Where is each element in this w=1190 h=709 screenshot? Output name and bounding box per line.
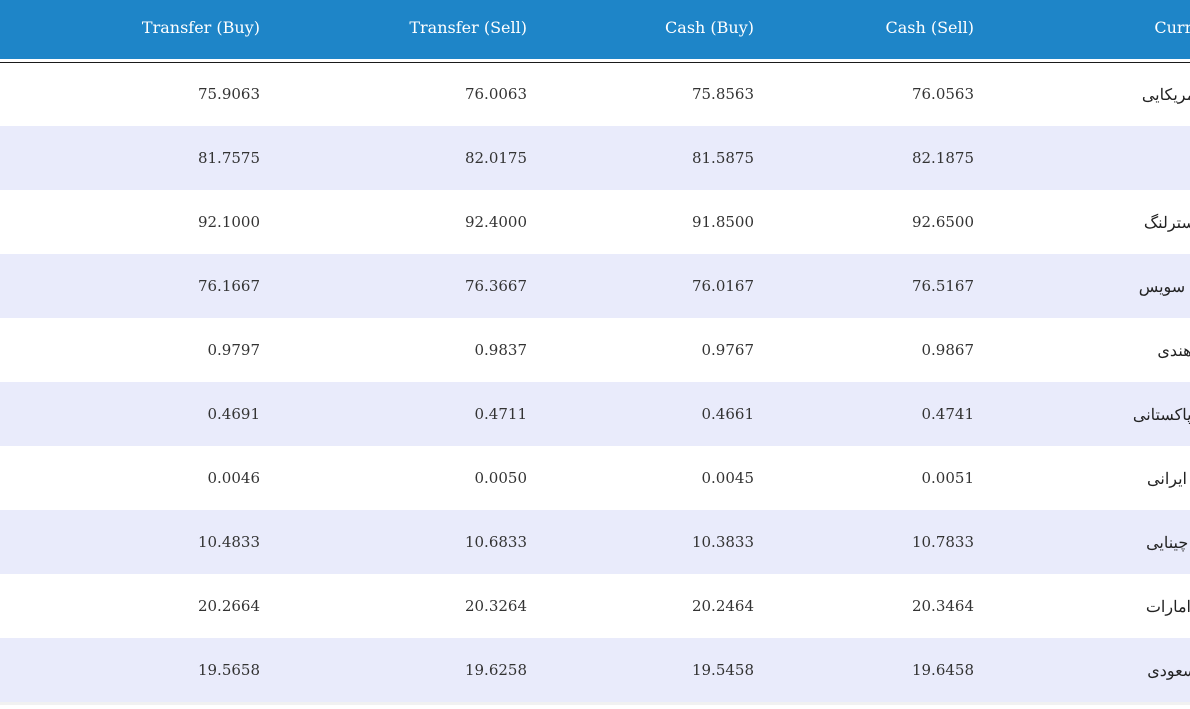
- table-body: 75.9063 76.0063 75.8563 76.0563 دالر امریکای…: [0, 62, 1190, 702]
- cell-cash-sell: 19.6458: [911, 661, 974, 679]
- cell-transfer-sell: 0.4711: [474, 405, 528, 423]
- header-transfer-buy: Transfer (Buy): [0, 0, 270, 60]
- table-header: Transfer (Buy) Transfer (Sell) Cash (Buy…: [0, 0, 1190, 62]
- cell-cash-buy: 10.3833: [691, 533, 754, 551]
- cell-transfer-buy: 0.4691: [207, 405, 261, 423]
- cell-transfer-sell: 82.0175: [464, 149, 527, 167]
- table-row: 0.0046 0.0050 0.0045 0.0051 تومان ایرانی: [0, 446, 1190, 510]
- cell-cash-sell: 10.7833: [911, 533, 974, 551]
- cell-cash-sell: 82.1875: [911, 149, 974, 167]
- table-row: 81.7575 82.0175 81.5875 82.1875 یورو: [0, 126, 1190, 190]
- cell-cash-buy: 81.5875: [691, 149, 754, 167]
- cell-currency-name: ریال سعودی: [1147, 660, 1190, 680]
- cell-cash-buy: 75.8563: [691, 85, 754, 104]
- cell-cash-buy: 19.5458: [691, 661, 754, 679]
- table-row: 76.1667 76.3667 76.0167 76.5167 فرانک سویس: [0, 254, 1190, 318]
- cell-currency-name: یورو: [984, 126, 1190, 190]
- cell-cash-buy: 20.2464: [691, 597, 754, 615]
- cell-transfer-buy: 0.9797: [207, 341, 261, 359]
- header-transfer-sell: Transfer (Sell): [270, 0, 537, 60]
- header-currency: Currency: [984, 0, 1190, 60]
- cell-currency-name: دالر امریکایی: [1141, 84, 1190, 104]
- cell-transfer-buy: 81.7575: [197, 149, 260, 167]
- cell-transfer-buy: 10.4833: [197, 533, 260, 551]
- cell-transfer-sell: 20.3264: [464, 597, 527, 615]
- cell-cash-sell: 76.0563: [911, 85, 974, 104]
- table-row: 0.4691 0.4711 0.4661 0.4741 روپیه پاکستانی: [0, 382, 1190, 446]
- cell-cash-buy: 0.9767: [701, 341, 755, 359]
- table-row: 10.4833 10.6833 10.3833 10.7833 یووان چینایی: [0, 510, 1190, 574]
- cell-transfer-buy: 19.5658: [197, 661, 260, 679]
- cell-cash-sell: 0.9867: [921, 341, 975, 359]
- cell-transfer-buy: 76.1667: [197, 277, 260, 295]
- cell-cash-buy: 0.0045: [701, 469, 755, 487]
- cell-currency-name: پوند استرلنگ: [1143, 212, 1190, 232]
- cell-currency-name: روپیه هندی: [1157, 340, 1190, 360]
- table-row: 20.2664 20.3264 20.2464 20.3464 درهم امارات: [0, 574, 1190, 638]
- cell-transfer-sell: 0.0050: [474, 469, 528, 487]
- cell-transfer-buy: 0.0046: [207, 469, 261, 487]
- cell-currency-name: درهم امارات: [1145, 596, 1190, 616]
- cell-currency-name: فرانک سویس: [1138, 276, 1190, 296]
- header-cash-buy: Cash (Buy): [537, 0, 764, 60]
- cell-currency-name: تومان ایرانی: [1147, 468, 1190, 488]
- cell-cash-sell: 20.3464: [911, 597, 974, 615]
- cell-cash-sell: 0.0051: [921, 469, 975, 487]
- cell-transfer-sell: 92.4000: [464, 213, 527, 231]
- cell-transfer-sell: 10.6833: [464, 533, 527, 551]
- cell-cash-sell: 92.6500: [911, 213, 974, 231]
- cell-cash-buy: 0.4661: [701, 405, 755, 423]
- cell-transfer-sell: 76.3667: [464, 277, 527, 295]
- cell-transfer-sell: 19.6258: [464, 661, 527, 679]
- table-row: 75.9063 76.0063 75.8563 76.0563 دالر امریکای…: [0, 62, 1190, 126]
- header-row: Transfer (Buy) Transfer (Sell) Cash (Buy…: [0, 0, 1190, 62]
- cell-cash-buy: 91.8500: [691, 213, 754, 231]
- table-row: 92.1000 92.4000 91.8500 92.6500 پوند استرلنگ: [0, 190, 1190, 254]
- cell-currency-name: یووان چینایی: [1146, 532, 1190, 552]
- cell-currency-name: روپیه پاکستانی: [1132, 404, 1190, 424]
- cell-transfer-buy: 20.2664: [197, 597, 260, 615]
- table-row: 0.9797 0.9837 0.9767 0.9867 روپیه هندی: [0, 318, 1190, 382]
- table-bottom-divider: [0, 702, 1190, 705]
- cell-transfer-buy: 92.1000: [197, 213, 260, 231]
- header-cash-sell: Cash (Sell): [764, 0, 984, 60]
- cell-transfer-buy: 75.9063: [197, 85, 260, 104]
- cell-cash-sell: 76.5167: [911, 277, 974, 295]
- cell-cash-sell: 0.4741: [921, 405, 975, 423]
- cell-transfer-sell: 0.9837: [474, 341, 528, 359]
- cell-transfer-sell: 76.0063: [464, 85, 527, 104]
- table-row: 19.5658 19.6258 19.5458 19.6458 ریال سعودی: [0, 638, 1190, 702]
- cell-cash-buy: 76.0167: [691, 277, 754, 295]
